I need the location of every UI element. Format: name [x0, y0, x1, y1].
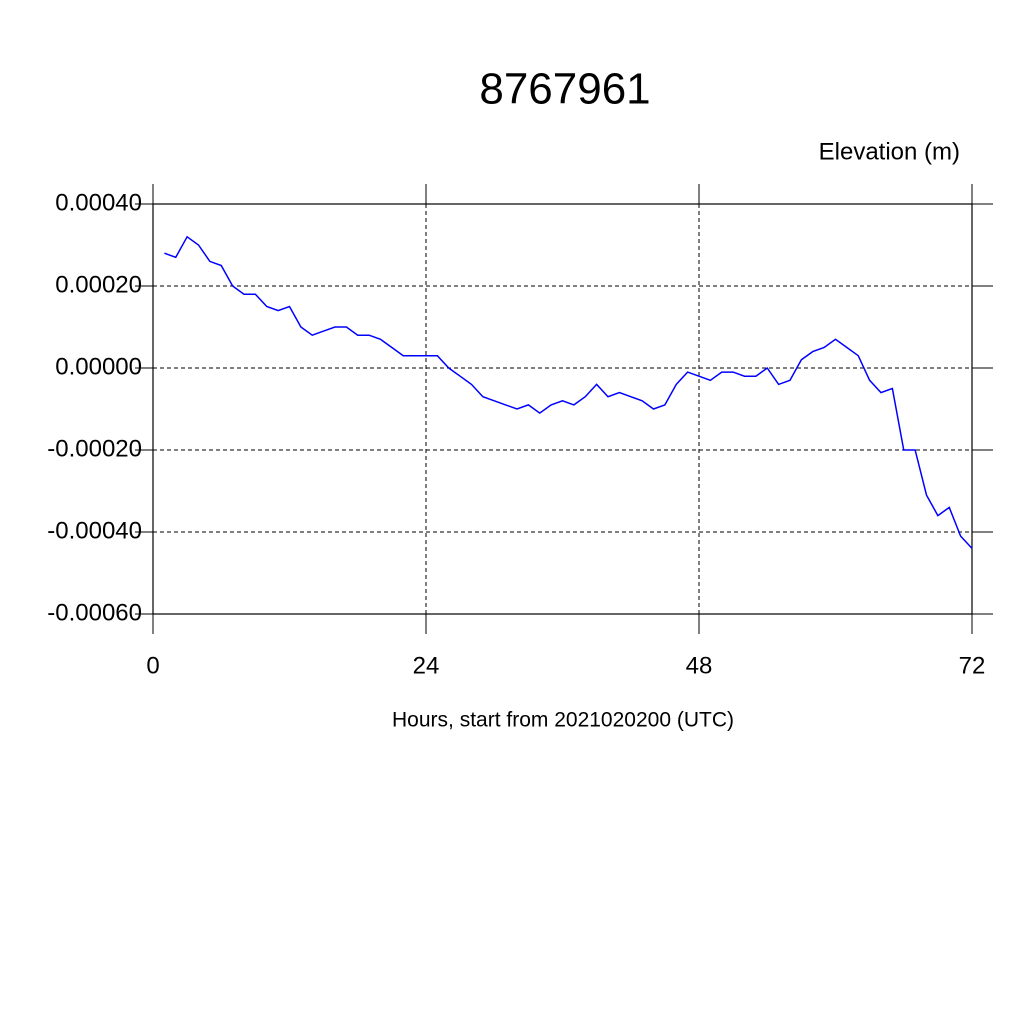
x-tick-label: 72 [959, 652, 986, 679]
chart-title: 8767961 [479, 65, 650, 114]
x-tick-label: 48 [686, 652, 713, 679]
y-tick-label: -0.00060 [47, 599, 142, 626]
data-line [164, 235, 973, 549]
y-tick-label: 0.00040 [55, 189, 142, 216]
x-axis-label: Hours, start from 2021020200 (UTC) [392, 709, 734, 732]
y-tick-label: 0.00000 [55, 353, 142, 380]
x-tick-label: 0 [146, 652, 159, 679]
chart-subtitle: Elevation (m) [819, 138, 960, 165]
y-tick-label: -0.00040 [47, 517, 142, 544]
y-tick-label: 0.00020 [55, 271, 142, 298]
x-tick-label: 24 [413, 652, 440, 679]
plot-frame [152, 203, 973, 615]
y-tick-label: -0.00020 [47, 435, 142, 462]
